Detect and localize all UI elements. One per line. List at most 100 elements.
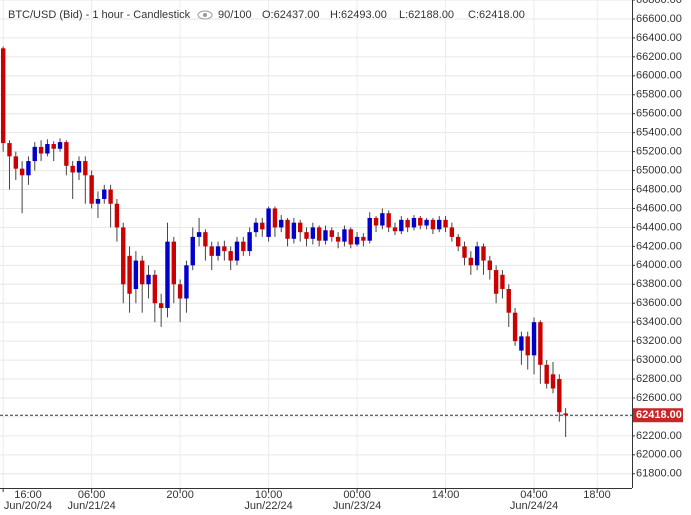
y-tick-label: 66000.00 — [636, 70, 682, 82]
y-tick-label: 64600.00 — [636, 202, 682, 214]
candle-body — [405, 219, 410, 228]
candle-body — [279, 219, 284, 228]
y-tick-label: 62600.00 — [636, 392, 682, 404]
candle-body — [437, 219, 442, 230]
candle-body — [380, 213, 385, 226]
candle-body — [76, 161, 82, 173]
candle-body — [140, 260, 145, 285]
y-tick-label: 63400.00 — [636, 316, 682, 328]
x-tick-label: 20:00 — [166, 489, 194, 501]
candle-body — [430, 219, 436, 230]
candle-body — [114, 203, 120, 228]
candle-body — [544, 364, 549, 384]
candle-body — [184, 265, 189, 299]
candle-body — [456, 236, 461, 247]
candle-body — [177, 284, 183, 299]
ohlc-close: C:62418.00 — [468, 9, 525, 21]
candle-body — [418, 217, 423, 226]
x-tick-label: 18:00 — [583, 489, 611, 501]
candle-body — [102, 189, 107, 199]
candle-body — [557, 379, 562, 413]
x-tick-label: 16:00 — [14, 489, 42, 501]
ohlc-open: O:62437.00 — [262, 9, 320, 21]
candle-body — [158, 303, 164, 308]
x-tick-label: 00:00 — [343, 489, 371, 501]
candle-body — [13, 156, 18, 169]
candle-body — [386, 213, 391, 228]
x-tick-label: 14:00 — [432, 489, 460, 501]
y-tick-label: 63000.00 — [636, 354, 682, 366]
candle-body — [538, 322, 543, 365]
candle-body — [51, 144, 56, 149]
candle-body — [550, 374, 556, 389]
candle-body — [247, 232, 252, 252]
x-tick-label: 04:00 — [520, 489, 548, 501]
candle-body — [7, 143, 12, 157]
y-tick-label: 66600.00 — [636, 13, 682, 25]
candle-body — [209, 246, 214, 256]
y-tick-label: 66400.00 — [636, 32, 682, 44]
x-tick-label: 06:00 — [78, 489, 106, 501]
y-tick-label: 64800.00 — [636, 183, 682, 195]
candle-body — [531, 322, 537, 356]
y-tick-label: 66800.00 — [636, 0, 682, 6]
candle-body — [481, 246, 486, 261]
candle-body — [342, 229, 347, 242]
candle-body — [411, 217, 417, 228]
y-tick-label: 62200.00 — [636, 430, 682, 442]
candle-body — [335, 236, 341, 242]
candle-body — [196, 232, 202, 237]
candle-body — [121, 227, 126, 285]
ohlc-high: H:62493.00 — [330, 9, 387, 21]
candle-body — [253, 222, 259, 233]
candle-body — [241, 241, 246, 252]
candle-body — [57, 142, 63, 149]
candle-body — [26, 161, 31, 176]
candle-body — [449, 227, 455, 237]
candle-body — [354, 236, 360, 245]
candle-body — [348, 229, 353, 245]
candle-body — [146, 274, 151, 285]
candle-body — [468, 257, 474, 266]
bar-count: 90/100 — [218, 9, 252, 21]
candle-body — [266, 208, 271, 237]
candle-body — [234, 241, 240, 261]
y-tick-label: 66200.00 — [636, 51, 682, 63]
candle-body — [525, 336, 530, 356]
candle-body — [373, 217, 379, 226]
eye-icon[interactable] — [197, 10, 213, 20]
candle-body — [298, 222, 303, 233]
candle-body — [323, 230, 328, 241]
candle-body — [222, 246, 227, 252]
y-tick-label: 65000.00 — [636, 164, 682, 176]
candle-body — [304, 232, 309, 239]
candle-body — [203, 232, 208, 247]
y-tick-label: 62800.00 — [636, 373, 682, 385]
candle-body — [152, 274, 158, 304]
candle-body — [462, 246, 467, 258]
candle-body — [392, 227, 398, 232]
last-price-box — [633, 408, 683, 423]
x-tick-sublabel: Jun/22/24 — [244, 500, 292, 512]
candle-body — [424, 219, 429, 226]
candle-body — [367, 217, 372, 241]
candle-body — [285, 219, 290, 239]
candle-body — [215, 246, 221, 256]
candle-body — [474, 246, 480, 266]
candle-body — [512, 312, 518, 342]
y-tick-label: 64200.00 — [636, 240, 682, 252]
y-tick-label: 61800.00 — [636, 468, 682, 480]
candle-body — [95, 198, 101, 204]
x-tick-sublabel: Jun/23/24 — [333, 500, 381, 512]
candle-body — [38, 146, 44, 154]
x-tick-label: 10:00 — [255, 489, 283, 501]
x-tick-sublabel: Jun/21/24 — [67, 500, 115, 512]
candle-body — [361, 236, 366, 241]
candle-body — [19, 168, 25, 176]
candle-body — [443, 219, 448, 228]
candle-body — [399, 219, 404, 232]
ohlc-low: L:62188.00 — [399, 9, 454, 21]
candle-body — [506, 289, 511, 313]
